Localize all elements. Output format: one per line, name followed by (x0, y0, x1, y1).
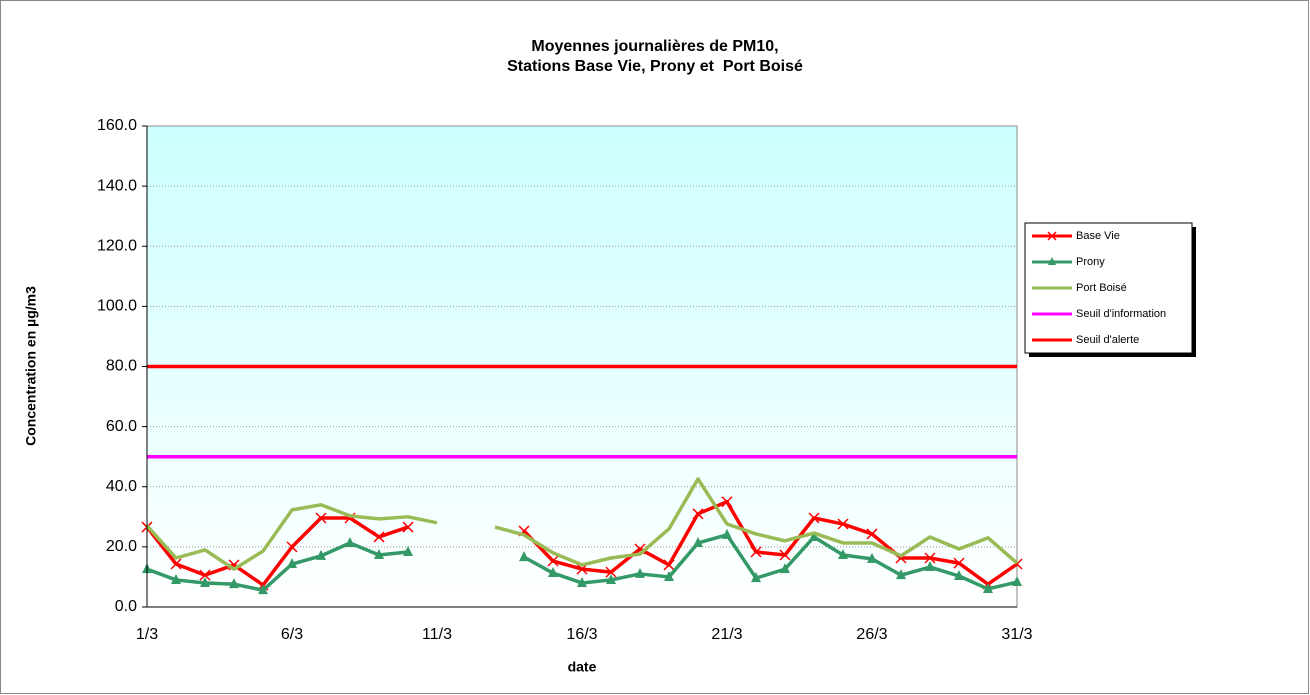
chart-title: Moyennes journalières de PM10, (531, 38, 778, 55)
y-tick-label: 80.0 (106, 358, 137, 375)
marker (751, 572, 761, 583)
legend-label: Seuil d'alerte (1076, 334, 1139, 346)
marker (403, 545, 413, 556)
marker (345, 536, 355, 547)
legend-marker (1047, 231, 1057, 241)
y-tick-label: 160.0 (97, 117, 137, 134)
x-tick-label: 26/3 (856, 626, 887, 643)
marker (954, 570, 964, 581)
marker (605, 566, 617, 578)
marker (258, 584, 268, 595)
marker (693, 536, 703, 547)
marker (577, 576, 587, 587)
marker (953, 557, 965, 569)
marker (171, 573, 181, 584)
marker (519, 551, 529, 562)
x-tick-label: 31/3 (1001, 626, 1032, 643)
marker (837, 518, 849, 530)
marker (664, 570, 674, 581)
marker (896, 569, 906, 580)
chart-title: Stations Base Vie, Prony et Port Boisé (507, 58, 803, 75)
y-tick-label: 60.0 (106, 418, 137, 435)
marker (1012, 576, 1022, 587)
marker (229, 578, 239, 589)
marker (316, 549, 326, 560)
marker (721, 496, 733, 508)
marker (663, 559, 675, 571)
y-tick-label: 0.0 (115, 598, 137, 615)
marker (170, 558, 182, 570)
series-line (146, 533, 1018, 592)
legend-label: Seuil d'information (1076, 308, 1166, 320)
marker (924, 552, 936, 564)
marker (779, 549, 791, 561)
series-line (145, 500, 1018, 587)
marker (548, 567, 558, 578)
legend-marker (1048, 257, 1056, 265)
marker (374, 548, 384, 559)
marker (402, 521, 414, 533)
legend-label: Base Vie (1076, 230, 1120, 242)
marker (866, 528, 878, 540)
legend-label: Port Boisé (1076, 282, 1127, 294)
marker (808, 512, 820, 524)
x-axis-label: date (568, 659, 597, 675)
marker (780, 563, 790, 574)
x-tick-label: 11/3 (422, 626, 452, 643)
marker (287, 558, 297, 569)
marker (315, 512, 327, 524)
marker (547, 555, 559, 567)
y-tick-label: 100.0 (97, 298, 137, 315)
marker (286, 541, 298, 553)
y-axis-label: Concentration en µg/m3 (23, 286, 39, 446)
y-tick-label: 40.0 (106, 478, 137, 495)
y-tick-label: 140.0 (97, 177, 137, 194)
x-tick-label: 21/3 (711, 626, 742, 643)
marker (692, 508, 704, 520)
y-tick-label: 20.0 (106, 538, 137, 555)
marker (373, 531, 385, 543)
marker (925, 561, 935, 572)
x-tick-label: 6/3 (281, 626, 303, 643)
x-tick-label: 16/3 (566, 626, 597, 643)
marker (809, 530, 819, 541)
marker (838, 548, 848, 559)
marker (867, 552, 877, 563)
marker (199, 569, 211, 581)
x-tick-label: 1/3 (136, 626, 158, 643)
marker (635, 567, 645, 578)
series-line (145, 477, 1019, 571)
marker (983, 582, 993, 593)
marker (200, 576, 210, 587)
marker (606, 573, 616, 584)
marker (750, 546, 762, 558)
y-tick-label: 120.0 (97, 237, 137, 254)
marker (722, 528, 732, 539)
legend-label: Prony (1076, 256, 1105, 268)
